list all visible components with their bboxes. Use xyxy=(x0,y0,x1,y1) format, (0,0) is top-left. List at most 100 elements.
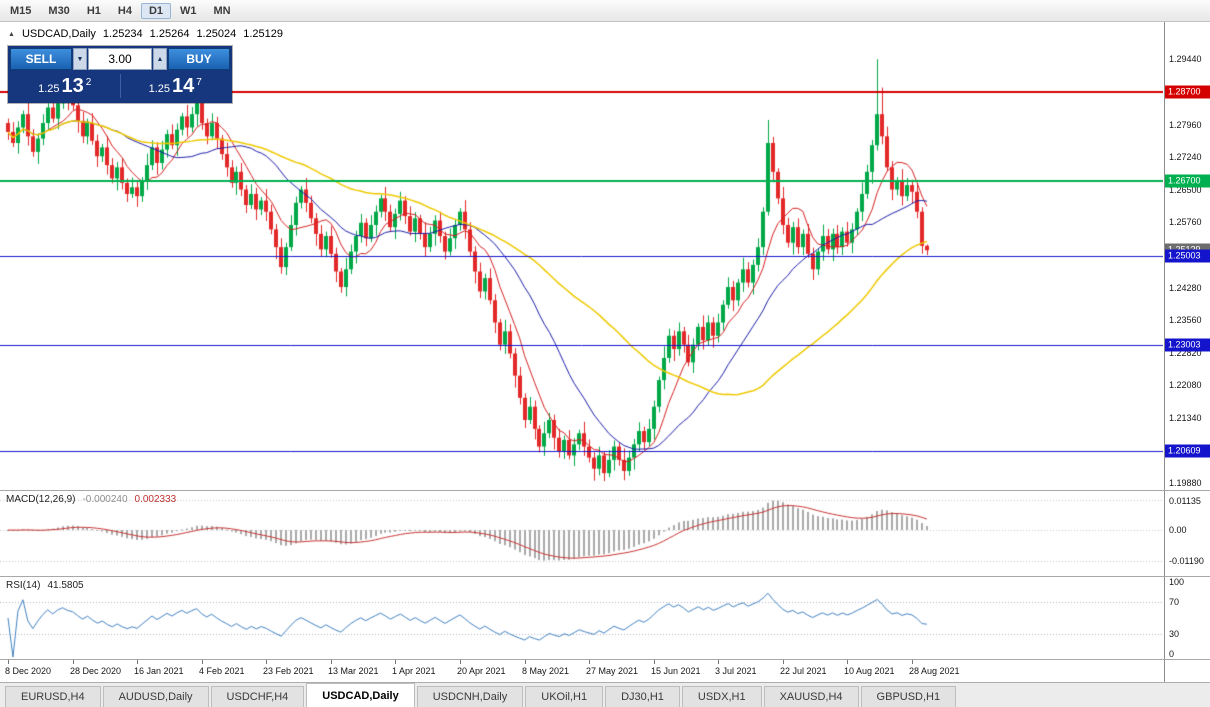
price-axis-label: 1.25760 xyxy=(1169,217,1202,228)
chart-region: ▲ USDCAD,Daily 1.25234 1.25264 1.25024 1… xyxy=(0,22,1210,682)
sell-price-prefix: 1.25 xyxy=(38,82,60,95)
buy-price-big: 14 xyxy=(172,74,195,97)
timeframe-button-w1[interactable]: W1 xyxy=(172,3,205,19)
ohlc-close: 1.25129 xyxy=(243,28,283,40)
timeframe-button-m15[interactable]: M15 xyxy=(2,3,39,19)
timeframe-button-h1[interactable]: H1 xyxy=(79,3,109,19)
time-axis-tick xyxy=(8,660,9,664)
macd-axis-label: 0.01135 xyxy=(1169,495,1201,506)
date-axis-label: 4 Feb 2021 xyxy=(199,666,245,676)
timeframe-button-h4[interactable]: H4 xyxy=(110,3,140,19)
rsi-value: 41.5805 xyxy=(47,580,84,591)
sell-price-sup: 2 xyxy=(85,76,92,88)
rsi-canvas[interactable] xyxy=(0,577,1163,659)
time-axis-tick xyxy=(266,660,267,664)
chart-icon: ▲ xyxy=(8,30,15,38)
date-axis-label: 8 Dec 2020 xyxy=(5,666,52,676)
rsi-name: RSI(14) xyxy=(6,580,41,591)
symbol-tab-dj30-h1[interactable]: DJ30,H1 xyxy=(605,686,680,707)
price-axis-label: 1.27960 xyxy=(1169,119,1202,130)
buy-price[interactable]: 1.25 14 7 xyxy=(121,74,231,98)
volume-decrease-button[interactable]: ▼ xyxy=(73,48,87,70)
time-axis-tick xyxy=(331,660,332,664)
sell-price[interactable]: 1.25 13 2 xyxy=(10,74,120,98)
trade-panel-controls: SELL ▼ ▲ BUY xyxy=(10,48,230,70)
symbol-tab-bar: EURUSD,H4 AUDUSD,Daily USDCHF,H4 USDCAD,Dai… xyxy=(0,682,1210,707)
rsi-title: RSI(14) 41.5805 xyxy=(6,580,84,591)
timeframe-button-mn[interactable]: MN xyxy=(206,3,239,19)
sell-price-big: 13 xyxy=(61,74,84,97)
time-axis-tick xyxy=(654,660,655,664)
price-line-tag: 1.26700 xyxy=(1165,174,1210,188)
volume-input[interactable] xyxy=(88,48,152,70)
symbol-tab-usdx-h1[interactable]: USDX,H1 xyxy=(681,686,762,707)
price-axis[interactable]: 1.29440 1.28700 1.27960 1.27240 1.26500 1.257… xyxy=(1164,22,1210,490)
symbol-tab-eurusd-h4[interactable]: EURUSD,H4 xyxy=(5,686,101,707)
date-axis-label: 27 May 2021 xyxy=(586,666,639,676)
ohlc-high: 1.25264 xyxy=(149,28,190,40)
time-axis-tick xyxy=(718,660,719,664)
rsi-axis-label: 100 xyxy=(1169,577,1185,587)
time-axis[interactable]: 8 Dec 2020 28 Dec 2020 16 Jan 2021 4 Feb 20… xyxy=(0,660,1210,682)
price-axis-label: 1.22080 xyxy=(1169,380,1202,391)
rsi-axis-label: 0 xyxy=(1169,649,1175,659)
ohlc-open: 1.25234 xyxy=(102,28,143,40)
price-line-tag: 1.20609 xyxy=(1165,444,1210,458)
macd-axis-label: -0.01190 xyxy=(1169,555,1204,566)
macd-title: MACD(12,26,9) -0.000240 0.002333 xyxy=(6,494,176,505)
macd-canvas[interactable] xyxy=(0,491,1163,576)
time-axis-tick xyxy=(525,660,526,664)
macd-pane: MACD(12,26,9) -0.000240 0.002333 0.01135… xyxy=(0,491,1210,577)
price-axis-label: 1.22820 xyxy=(1169,347,1202,358)
symbol-tab-audusd-daily[interactable]: AUDUSD,Daily xyxy=(102,686,209,707)
time-axis-tick xyxy=(783,660,784,664)
date-axis-label: 13 Mar 2021 xyxy=(328,666,379,676)
price-axis-label: 1.29440 xyxy=(1169,54,1202,65)
chart-title: ▲ USDCAD,Daily 1.25234 1.25264 1.25024 1… xyxy=(8,28,283,40)
timeframe-button-d1[interactable]: D1 xyxy=(140,2,171,19)
date-axis-label: 28 Aug 2021 xyxy=(909,666,960,676)
trade-panel-prices: 1.25 13 2 1.25 14 7 xyxy=(10,70,230,101)
time-axis-tick xyxy=(395,660,396,664)
symbol-tab-usdchf-h4[interactable]: USDCHF,H4 xyxy=(210,686,305,707)
price-axis-label: 1.23560 xyxy=(1169,314,1202,325)
time-axis-corner xyxy=(1164,660,1210,682)
buy-price-sup: 7 xyxy=(196,76,202,88)
symbol-tab-usdcnh-daily[interactable]: USDCNH,Daily xyxy=(416,686,524,707)
macd-name: MACD(12,26,9) xyxy=(6,494,76,505)
time-axis-tick xyxy=(460,660,461,664)
price-line-tag: 1.28700 xyxy=(1165,85,1210,99)
macd-axis-label: 0.00 xyxy=(1169,525,1187,535)
volume-increase-button[interactable]: ▲ xyxy=(153,48,167,70)
date-axis-label: 16 Jan 2021 xyxy=(134,666,184,676)
symbol-tab-gbpusd-h1[interactable]: GBPUSD,H1 xyxy=(860,686,957,707)
timeframe-button-m30[interactable]: M30 xyxy=(40,3,77,19)
sell-button[interactable]: SELL xyxy=(10,48,72,70)
symbol-tab-xauusd-h4[interactable]: XAUUSD,H4 xyxy=(763,686,859,707)
date-axis-label: 22 Jul 2021 xyxy=(780,666,827,676)
price-axis-label: 1.21340 xyxy=(1169,413,1202,424)
macd-axis[interactable]: 0.01135 0.00 -0.01190 xyxy=(1164,491,1210,576)
time-axis-tick xyxy=(73,660,74,664)
chart-symbol-label: USDCAD,Daily xyxy=(21,28,96,40)
time-axis-tick xyxy=(912,660,913,664)
symbol-tab-usdcad-daily[interactable]: USDCAD,Daily xyxy=(306,683,415,707)
rsi-axis-label: 70 xyxy=(1169,596,1180,607)
date-axis-label: 23 Feb 2021 xyxy=(263,666,314,676)
date-axis-label: 1 Apr 2021 xyxy=(392,666,436,676)
date-axis-label: 8 May 2021 xyxy=(522,666,570,676)
trade-panel-divider xyxy=(119,73,121,98)
rsi-axis[interactable]: 100 70 30 0 xyxy=(1164,577,1210,659)
date-axis-label: 20 Apr 2021 xyxy=(457,666,506,676)
date-axis-label: 10 Aug 2021 xyxy=(844,666,895,676)
date-axis-label: 28 Dec 2020 xyxy=(70,666,122,676)
symbol-tab-ukoil-h1[interactable]: UKOil,H1 xyxy=(525,686,604,707)
price-axis-label: 1.19880 xyxy=(1169,477,1202,488)
price-axis-label: 1.26500 xyxy=(1169,184,1202,195)
price-line-tag: 1.25003 xyxy=(1165,249,1210,263)
rsi-axis-label: 30 xyxy=(1169,629,1180,640)
time-axis-tick xyxy=(847,660,848,664)
chevron-up-icon: ▲ xyxy=(156,55,164,63)
date-axis-label: 15 Jun 2021 xyxy=(651,666,701,676)
buy-button[interactable]: BUY xyxy=(168,48,230,70)
